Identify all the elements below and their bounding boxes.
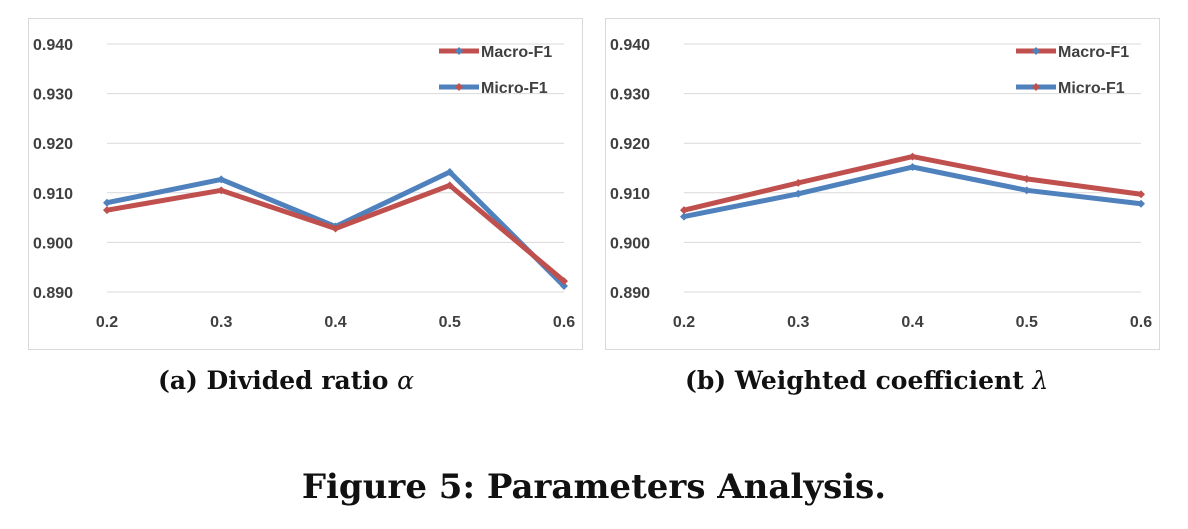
legend-marker [1032,47,1040,55]
x-tick-label: 0.6 [553,314,575,331]
data-point-marker [445,181,454,190]
data-point-marker [103,198,111,207]
legend-label: Micro-F1 [1058,80,1125,97]
legend: Macro-F1 Micro-F1 [439,44,552,97]
data-point-marker [217,175,226,184]
gridlines [107,43,564,293]
line-chart-divided-ratio: 0.940 0.930 0.920 0.910 0.900 0.890 0.2 0.3 0.4 0… [33,37,575,331]
legend-label: Macro-F1 [481,44,552,61]
data-point-marker [794,178,803,187]
subfigure-caption-a: (a) Divided ratio α [158,366,414,395]
y-tick-label: 0.920 [33,136,73,153]
caption-a-text: (a) Divided ratio [158,366,398,395]
y-tick-label: 0.930 [610,87,650,104]
y-tick-label: 0.900 [610,235,650,252]
x-tick-label: 0.3 [787,314,809,331]
caption-b-symbol: λ [1032,366,1049,395]
y-tick-label: 0.900 [33,235,73,252]
y-tick-label: 0.930 [33,87,73,104]
data-point-marker [908,163,917,172]
y-tick-label: 0.890 [610,285,650,302]
chart-panel-divided-ratio: 0.940 0.930 0.920 0.910 0.900 0.890 0.2 0.3 0.4 0… [28,18,583,350]
figure-caption: Figure 5: Parameters Analysis. [301,467,887,507]
x-tick-label: 0.2 [96,314,118,331]
x-tick-label: 0.3 [210,314,232,331]
y-tick-label: 0.890 [33,285,73,302]
legend-marker [1032,83,1040,91]
x-tick-label: 0.5 [1016,314,1038,331]
caption-b-text: (b) Weighted coefficient [685,366,1033,395]
series-macro-f1 [680,163,1145,221]
data-point-marker [680,206,688,215]
data-point-marker [331,224,340,233]
subfigure-caption-b: (b) Weighted coefficient λ [685,366,1048,395]
data-point-marker [1022,174,1031,183]
x-tick-label: 0.4 [324,314,346,331]
x-tick-label: 0.6 [1130,314,1152,331]
data-point-marker [560,277,568,286]
data-point-marker [794,189,803,198]
legend-marker [455,47,463,55]
data-point-marker [1022,186,1031,195]
series-micro-f1 [103,181,568,286]
legend: Macro-F1 Micro-F1 [1016,44,1129,97]
x-tick-label: 0.4 [901,314,923,331]
chart-panel-weighted-coefficient: 0.940 0.930 0.920 0.910 0.900 0.890 0.2 0.3 0.4 0… [605,18,1160,350]
line-chart-weighted-coefficient: 0.940 0.930 0.920 0.910 0.900 0.890 0.2 0.3 0.4 0… [610,37,1152,331]
data-point-marker [560,282,568,291]
data-point-marker [217,186,226,195]
data-point-marker [908,152,917,161]
data-point-marker [1137,199,1145,208]
x-tick-label: 0.2 [673,314,695,331]
y-tick-label: 0.910 [610,186,650,203]
y-tick-label: 0.910 [33,186,73,203]
data-point-marker [680,212,688,221]
legend-label: Macro-F1 [1058,44,1129,61]
series-micro-f1 [680,152,1145,215]
data-point-marker [103,206,111,215]
y-tick-label: 0.940 [610,37,650,54]
x-tick-label: 0.5 [439,314,461,331]
data-point-marker [1137,190,1145,199]
legend-label: Micro-F1 [481,80,548,97]
series-line [104,182,567,284]
data-point-marker [445,167,454,176]
y-tick-label: 0.920 [610,136,650,153]
y-tick-label: 0.940 [33,37,73,54]
caption-a-symbol: α [397,366,415,395]
legend-marker [455,83,463,91]
